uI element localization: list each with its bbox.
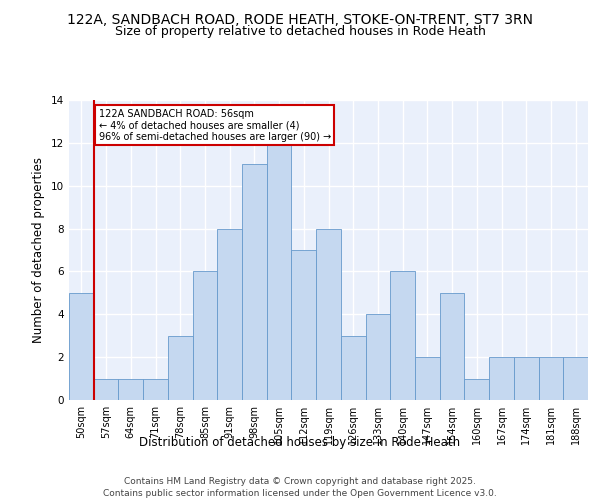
Text: Contains HM Land Registry data © Crown copyright and database right 2025.
Contai: Contains HM Land Registry data © Crown c… bbox=[103, 476, 497, 498]
Bar bbox=[440, 293, 464, 400]
Bar bbox=[242, 164, 267, 400]
Text: 122A, SANDBACH ROAD, RODE HEATH, STOKE-ON-TRENT, ST7 3RN: 122A, SANDBACH ROAD, RODE HEATH, STOKE-O… bbox=[67, 12, 533, 26]
Text: 122A SANDBACH ROAD: 56sqm
← 4% of detached houses are smaller (4)
96% of semi-de: 122A SANDBACH ROAD: 56sqm ← 4% of detach… bbox=[98, 108, 331, 142]
Bar bbox=[390, 272, 415, 400]
Bar bbox=[539, 357, 563, 400]
Bar bbox=[316, 228, 341, 400]
Bar bbox=[143, 378, 168, 400]
Text: Size of property relative to detached houses in Rode Heath: Size of property relative to detached ho… bbox=[115, 25, 485, 38]
Bar bbox=[489, 357, 514, 400]
Bar bbox=[563, 357, 588, 400]
Bar bbox=[341, 336, 365, 400]
Bar bbox=[118, 378, 143, 400]
Bar bbox=[365, 314, 390, 400]
Bar bbox=[292, 250, 316, 400]
Bar bbox=[94, 378, 118, 400]
Bar bbox=[193, 272, 217, 400]
Bar bbox=[69, 293, 94, 400]
Y-axis label: Number of detached properties: Number of detached properties bbox=[32, 157, 46, 343]
Bar bbox=[267, 143, 292, 400]
Text: Distribution of detached houses by size in Rode Heath: Distribution of detached houses by size … bbox=[139, 436, 461, 449]
Bar bbox=[415, 357, 440, 400]
Bar bbox=[168, 336, 193, 400]
Bar bbox=[514, 357, 539, 400]
Bar bbox=[464, 378, 489, 400]
Bar bbox=[217, 228, 242, 400]
